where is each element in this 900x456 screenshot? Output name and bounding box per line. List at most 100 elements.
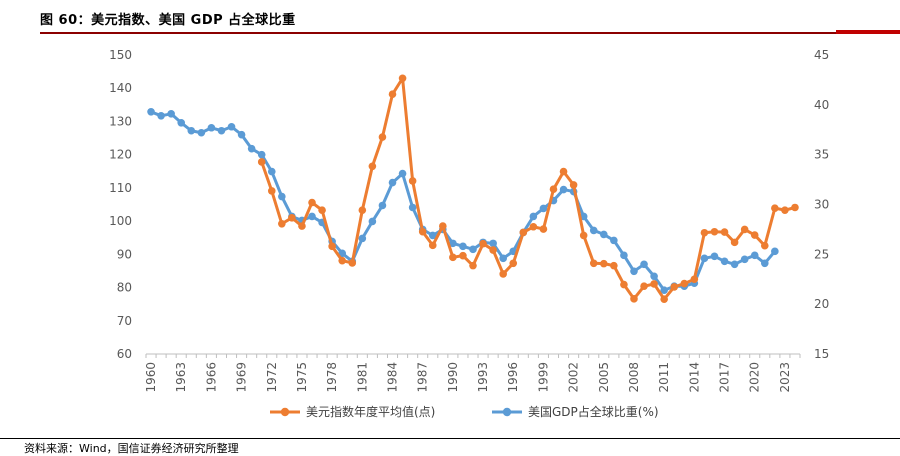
gdp-share-point <box>308 212 316 221</box>
dollar-index-point <box>459 251 467 260</box>
left-axis-ticks: 150 140 130 120 110 100 90 80 70 60 <box>109 48 132 361</box>
x-tick-label: 1969 <box>235 362 249 393</box>
gdp-share-point <box>278 192 286 201</box>
left-tick-label: 80 <box>117 281 132 295</box>
footer-rule <box>0 438 900 439</box>
series-gdp-share <box>147 108 779 295</box>
dollar-index-point <box>418 227 427 236</box>
x-tick-label: 1981 <box>355 362 369 393</box>
x-tick-label: 1996 <box>506 362 520 393</box>
dollar-index-point <box>469 261 477 270</box>
x-tick-label: 2011 <box>657 362 671 393</box>
gdp-share-point <box>398 169 407 178</box>
gdp-share-point <box>539 204 548 213</box>
gdp-share-point <box>771 247 779 256</box>
dollar-index-point <box>680 279 689 288</box>
dollar-index-point <box>640 282 648 291</box>
dollar-index-point <box>771 204 779 212</box>
dollar-index-point <box>620 280 628 289</box>
dollar-index-point <box>600 259 608 268</box>
dollar-index-point <box>529 222 538 231</box>
dollar-index-point <box>791 203 799 212</box>
gdp-share-point <box>630 267 638 276</box>
dollar-index-point <box>499 270 507 278</box>
right-tick-label: 40 <box>814 98 829 112</box>
gdp-share-point <box>459 242 467 251</box>
x-tick-label: 2002 <box>567 362 581 393</box>
dollar-index-point <box>408 177 417 185</box>
dollar-index-point <box>257 158 266 166</box>
dollar-index-point <box>660 295 668 303</box>
figure-title: 图 60：美元指数、美国 GDP 占全球比重 <box>40 13 296 28</box>
left-tick-label: 90 <box>117 247 132 261</box>
dollar-index-point <box>298 222 306 230</box>
dollar-index-point <box>267 187 276 195</box>
right-axis-ticks: 45 40 35 30 25 20 15 <box>814 48 829 361</box>
gdp-share-point <box>529 212 538 221</box>
gdp-share-point <box>257 150 266 159</box>
x-tick-label: 2014 <box>687 362 701 393</box>
dollar-index-point <box>781 206 789 214</box>
right-tick-label: 25 <box>814 247 829 261</box>
left-tick-label: 130 <box>109 114 132 128</box>
x-tick-label: 1960 <box>144 362 158 393</box>
gdp-share-point <box>650 272 658 281</box>
dollar-index-point <box>358 206 367 214</box>
gdp-share-point <box>207 123 216 132</box>
gdp-share-point <box>710 252 719 261</box>
dollar-index-point <box>710 227 719 236</box>
legend-marker-gdp-share <box>502 407 512 417</box>
right-tick-label: 35 <box>814 148 829 162</box>
gdp-share-point <box>227 122 236 131</box>
dollar-index-point <box>288 213 296 222</box>
dollar-index-point <box>700 228 709 237</box>
x-tick-label: 1963 <box>174 362 188 393</box>
gdp-share-point <box>700 254 709 263</box>
dollar-index-point <box>368 162 377 171</box>
x-tick-label: 2008 <box>627 362 641 393</box>
dollar-index-point <box>589 259 598 268</box>
gdp-share-point <box>338 249 347 258</box>
gdp-share-point <box>489 239 497 248</box>
gdp-share-point <box>147 108 155 116</box>
x-tick-label: 1978 <box>325 362 339 393</box>
dollar-index-point <box>549 185 558 194</box>
gdp-share-point <box>610 236 618 245</box>
gdp-share-point <box>378 201 387 210</box>
gdp-share-point <box>740 255 749 264</box>
legend-marker-dollar-index <box>280 407 290 417</box>
dollar-index-point <box>338 256 347 265</box>
dollar-index-point <box>720 228 729 236</box>
gdp-share-point <box>187 126 196 135</box>
gdp-share-point <box>217 126 226 135</box>
legend-label-gdp-share: 美国GDP占全球比重(%) <box>528 404 659 419</box>
legend-item-dollar-index: 美元指数年度平均值(点) <box>270 404 435 419</box>
right-tick-label: 30 <box>814 198 829 212</box>
gdp-share-point <box>720 257 729 266</box>
x-tick-label: 1987 <box>416 362 430 393</box>
gdp-share-point <box>247 144 256 153</box>
gdp-share-point <box>469 245 477 254</box>
legend-label-dollar-index: 美元指数年度平均值(点) <box>306 404 435 419</box>
gdp-share-point <box>600 230 608 239</box>
gdp-share-point <box>197 128 206 137</box>
dollar-index-point <box>439 222 447 230</box>
legend: 美元指数年度平均值(点) 美国GDP占全球比重(%) <box>270 404 659 419</box>
dollar-index-line <box>260 76 796 301</box>
right-tick-label: 20 <box>814 297 829 311</box>
dollar-index-point <box>388 90 397 99</box>
dollar-index-point <box>348 259 357 267</box>
dollar-index-point <box>378 133 387 141</box>
gdp-share-point <box>177 118 186 127</box>
dollar-index-point <box>650 280 658 288</box>
dollar-index-point <box>428 241 437 250</box>
dollar-index-point <box>730 238 739 247</box>
dollar-index-point <box>630 295 638 303</box>
gdp-share-point <box>750 251 759 260</box>
title-rule <box>40 32 900 34</box>
x-tick-label: 2017 <box>718 362 732 393</box>
dollar-index-point <box>539 225 548 233</box>
dollar-index-point <box>519 228 528 237</box>
gdp-share-point <box>449 239 457 248</box>
